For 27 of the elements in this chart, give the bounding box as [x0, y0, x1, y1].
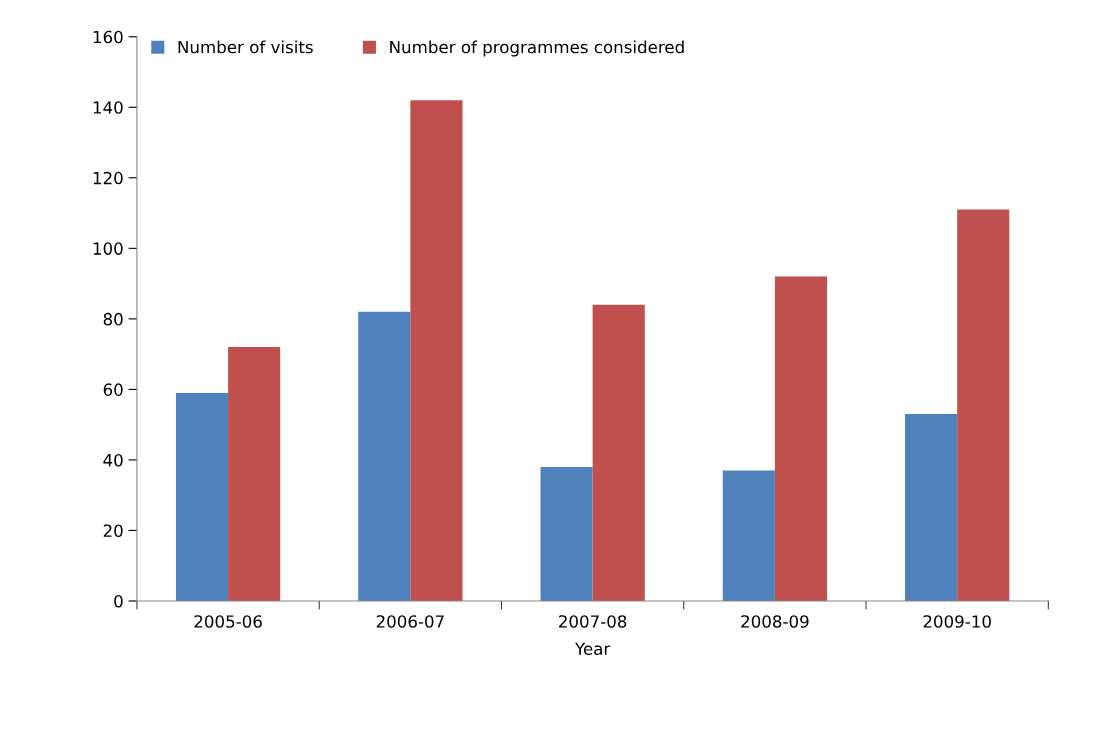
- y-tick-label: 160: [93, 30, 123, 44]
- x-tick-label: 2005-06: [194, 615, 262, 628]
- bar: [410, 100, 463, 601]
- y-tick-label: 80: [103, 312, 123, 326]
- legend-label: Number of programmes considered: [390, 40, 684, 57]
- x-axis-title: Year: [574, 642, 611, 656]
- legend-label: Number of visits: [178, 40, 313, 54]
- bar: [774, 276, 828, 601]
- y-tick-label: 20: [103, 524, 123, 538]
- bar: [358, 311, 411, 601]
- bar: [905, 414, 958, 601]
- bar: [228, 347, 281, 601]
- x-tick-label: 2009-10: [923, 615, 991, 628]
- bar: [957, 209, 1010, 601]
- y-tick-label: 40: [103, 453, 123, 467]
- bar: [175, 392, 229, 601]
- x-tick-label: 2006-07: [376, 615, 444, 628]
- y-tick-label: 0: [114, 594, 123, 608]
- y-tick-label: 140: [93, 101, 123, 114]
- y-tick-label: 60: [103, 383, 123, 396]
- x-tick-label: 2007-08: [559, 615, 627, 628]
- y-tick-label: 100: [93, 242, 123, 255]
- x-tick-label: 2008-09: [741, 615, 809, 628]
- bar: [722, 470, 775, 601]
- bar: [592, 304, 645, 601]
- bar: [540, 466, 593, 601]
- y-tick-label: 120: [93, 171, 123, 185]
